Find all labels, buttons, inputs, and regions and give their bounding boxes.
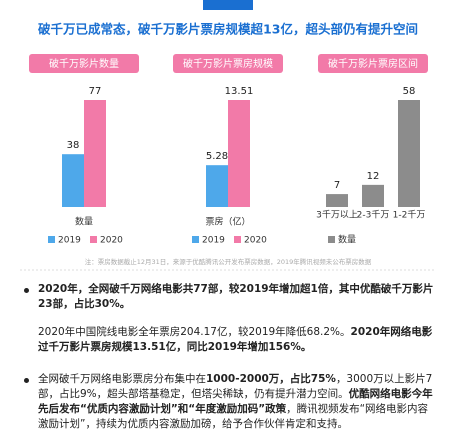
legend-swatch: [192, 236, 199, 243]
bar: [206, 165, 228, 207]
panel-label: 破千万影片数量: [49, 57, 119, 70]
text-run: 2020年中国院线电影全年票房204.17亿，较2019年降低68.2%。: [38, 326, 351, 338]
legend-label: 2019: [202, 236, 225, 246]
paragraph: 全网破千万网络电影票房分布集中在1000-2000万，占比75%，3000万以上…: [38, 372, 438, 432]
panel-label-bg: [29, 54, 139, 73]
x-tick-label: 2-3千万: [357, 210, 390, 221]
bar: [326, 194, 348, 207]
text-run: 1000-2000万，占比75%: [206, 373, 336, 385]
legend-swatch: [234, 236, 241, 243]
header-tab: [203, 0, 253, 10]
panel-label-bg: [318, 54, 428, 73]
bar: [362, 184, 384, 207]
legend-swatch: [48, 236, 55, 243]
x-tick-label: 票房（亿）: [205, 216, 250, 228]
text-run: 全网破千万网络电影票房分布集中在: [38, 373, 206, 385]
legend-label: 数量: [338, 234, 356, 246]
text-run: 优酷网络电影今年先后发布“优质内容激励计划”和“年度激励加码”政策: [38, 388, 433, 415]
legend-label: 2019: [58, 236, 81, 246]
footnote: 注：票房数据截止12月31日，来源于优酷腾讯公开发布票房数据，2019年腾讯视频…: [85, 257, 372, 266]
value-label: 13.51: [225, 86, 254, 97]
x-tick-label: 3千万以上: [316, 210, 358, 221]
paragraph: 2020年，全网破千万网络电影共77部，较2019年增加超1倍，其中优酷破千万影…: [38, 282, 438, 312]
panel-label: 破千万影片票房规模: [183, 57, 273, 70]
value-label: 38: [67, 140, 80, 151]
panel-label: 破千万影片票房区间: [328, 57, 418, 70]
value-label: 7: [334, 180, 340, 191]
value-label: 58: [403, 86, 416, 97]
legend-label: 2020: [244, 236, 267, 246]
value-label: 12: [367, 171, 380, 182]
panel-label-bg: [173, 54, 283, 73]
headline: 破千万已成常态，破千万影片票房规模超13亿，超头部仍有提升空间: [38, 22, 418, 37]
legend-swatch: [90, 236, 97, 243]
text-run: ，3000万以上影片7部，占比9%，超头部塔基稳定，但塔尖稀缺，仍有提升潜力空间…: [38, 373, 433, 400]
paragraph: 2020年中国院线电影全年票房204.17亿，较2019年降低68.2%。202…: [38, 325, 438, 355]
text-run: 2020年，全网破千万网络电影共77部，较2019年增加超1倍，其中优酷破千万影…: [38, 283, 434, 310]
legend-label: 2020: [100, 236, 123, 246]
legend-swatch: [328, 236, 335, 243]
bar: [228, 100, 250, 207]
bullet: [24, 288, 29, 293]
text-run: 2020年网络电影过千万影片票房规模13.51亿，同比2019年增加156%。: [38, 326, 433, 353]
x-tick-label: 数量: [75, 216, 93, 228]
bar: [62, 154, 84, 207]
value-label: 77: [89, 86, 102, 97]
bar: [398, 100, 420, 207]
bullet: [24, 378, 29, 383]
x-tick-label: 1-2千万: [393, 210, 426, 221]
text-run: ，腾讯视频发布“网络电影内容激励计划”，持续为优质内容激励加磅，给予合作伙伴肯定…: [38, 403, 429, 430]
value-label: 5.28: [206, 151, 228, 162]
bar: [84, 100, 106, 207]
